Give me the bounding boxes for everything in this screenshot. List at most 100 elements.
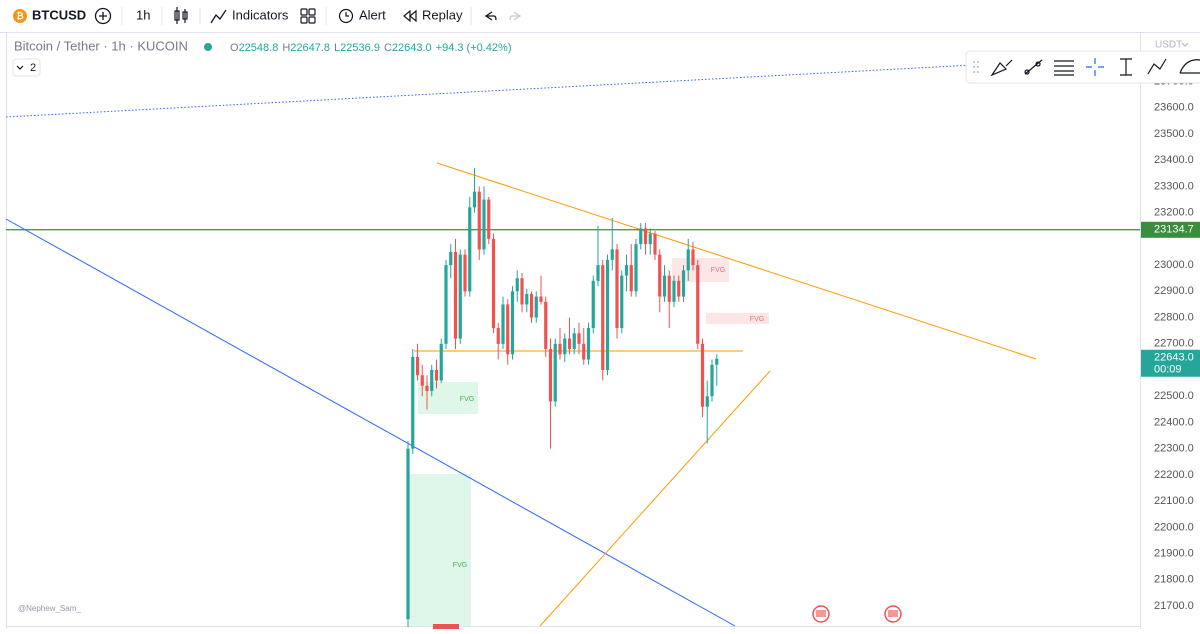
redo-button[interactable]	[509, 11, 522, 21]
candle-body	[411, 356, 415, 449]
candle-body	[477, 191, 481, 250]
candle-body	[639, 228, 643, 245]
event-flag[interactable]	[812, 605, 830, 623]
collapse-arrow	[16, 65, 24, 70]
ohlc-key: O	[230, 42, 239, 54]
y-tick-label: 21800.0	[1154, 574, 1194, 586]
trendline[interactable]	[436, 162, 1037, 360]
candle-body	[525, 293, 529, 305]
replay-button[interactable]: Replay	[422, 7, 463, 22]
candle-body	[696, 265, 700, 344]
line-tool[interactable]	[1024, 59, 1043, 75]
y-tick-label: 23500.0	[1154, 128, 1194, 140]
candle-body	[520, 278, 524, 305]
candle-body	[468, 207, 472, 292]
interval[interactable]: 1h	[136, 7, 150, 22]
candle-body	[615, 249, 619, 329]
currency[interactable]: USDT	[1155, 40, 1182, 51]
y-tick-label: 22100.0	[1154, 495, 1194, 507]
candle-body	[686, 249, 690, 271]
symbol-icon-glyph: ₿	[16, 11, 23, 21]
crosshair-tool[interactable]	[1086, 58, 1104, 76]
candle-body	[677, 280, 681, 297]
candle-body	[605, 259, 610, 371]
y-tick-label: 21700.0	[1154, 600, 1194, 612]
alert-icon-hands	[345, 12, 349, 17]
candle-body	[705, 396, 709, 407]
event-flag[interactable]	[884, 605, 902, 623]
candle-body	[539, 296, 543, 302]
candle-body	[444, 265, 448, 344]
trendline[interactable]	[5, 218, 736, 627]
candle-body	[658, 254, 662, 297]
ohlc-key: H	[282, 42, 290, 54]
text-tool[interactable]	[1120, 58, 1132, 76]
candle-body	[653, 233, 657, 255]
fvg-label: FVG	[453, 562, 467, 569]
templates-button[interactable]	[300, 8, 316, 24]
ohlc-value: 22643.0	[392, 42, 432, 54]
dotted-trendline[interactable]	[5, 55, 1141, 118]
toolbar	[0, 0, 1200, 32]
price-tag-label: 23134.7	[1154, 224, 1194, 236]
y-tick-label: 22400.0	[1154, 416, 1194, 428]
width-tool[interactable]	[1054, 60, 1074, 76]
chart-type-button[interactable]	[174, 7, 188, 24]
legend-collapse[interactable]	[12, 58, 41, 77]
y-tick-label: 22700.0	[1154, 338, 1194, 350]
y-tick-label: 23000.0	[1154, 259, 1194, 271]
candle-body	[629, 265, 633, 292]
candle-body	[434, 370, 439, 381]
candle-body	[534, 296, 538, 318]
candle-body	[496, 328, 500, 344]
candle-body	[610, 249, 614, 260]
candle-body	[544, 301, 548, 350]
candle-body	[567, 338, 572, 350]
candle-body	[415, 356, 420, 376]
trendline[interactable]	[539, 370, 771, 627]
y-tick-label: 23400.0	[1154, 154, 1194, 166]
candle-body	[472, 191, 477, 208]
y-tick-label: 22300.0	[1154, 443, 1194, 455]
style-tool[interactable]	[990, 59, 1013, 77]
y-tick-label: 22800.0	[1154, 311, 1194, 323]
candle-body	[453, 251, 458, 339]
candle-body	[420, 375, 424, 386]
drag-handle[interactable]	[973, 61, 979, 73]
y-tick-label: 23300.0	[1154, 180, 1194, 192]
time-marker	[433, 624, 459, 629]
y-tick-label: 21900.0	[1154, 548, 1194, 560]
candle-body	[425, 385, 429, 392]
candle-body	[601, 265, 605, 371]
candle-body	[515, 278, 519, 292]
legend-title: Bitcoin / Tether · 1h · KUCOIN	[14, 38, 188, 53]
candle-body	[506, 304, 510, 355]
plot-area	[6, 168, 1140, 628]
alert-icon	[338, 8, 354, 24]
y-tick-label: 23600.0	[1154, 102, 1194, 114]
candle-body	[491, 238, 496, 329]
candle-body	[406, 448, 410, 620]
symbol-icon	[13, 9, 27, 23]
candle-body	[662, 275, 667, 297]
drawing-toolbar	[965, 50, 1200, 84]
curve-tool[interactable]	[1179, 59, 1200, 74]
candle-body	[572, 333, 576, 350]
path-tool[interactable]	[1147, 58, 1167, 75]
last-price-label: 22643.0	[1154, 352, 1194, 364]
y-tick-label: 22000.0	[1154, 521, 1194, 533]
y-tick-label: 22500.0	[1154, 390, 1194, 402]
alert-button[interactable]: Alert	[359, 7, 386, 22]
symbol[interactable]: BTCUSD	[32, 7, 86, 22]
undo-button[interactable]	[484, 11, 497, 21]
fvg-label: FVG	[750, 316, 764, 323]
countdown: 00:09	[1154, 364, 1182, 376]
candle-body	[596, 265, 600, 281]
indicators-button[interactable]: Indicators	[232, 7, 289, 22]
compare-button[interactable]	[94, 7, 112, 25]
candle-body	[624, 265, 629, 276]
ohlc-value: 22548.8	[239, 42, 279, 54]
replay-icon	[403, 9, 417, 23]
compare-plus	[99, 12, 107, 20]
